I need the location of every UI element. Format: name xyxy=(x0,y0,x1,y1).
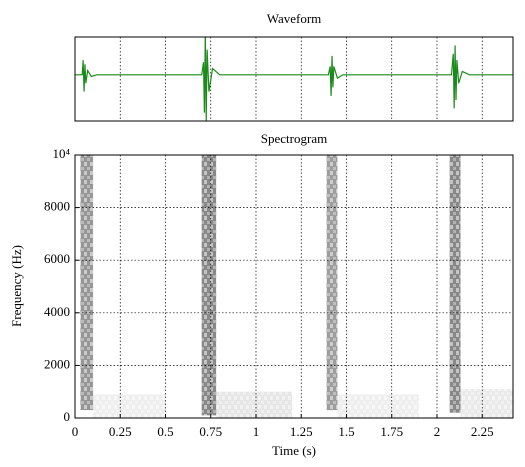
x-tick-label: 0.25 xyxy=(109,424,132,439)
spectrogram-burst xyxy=(93,394,166,418)
y-tick-label: 0 xyxy=(64,409,71,424)
y-tick-label: 2000 xyxy=(44,356,70,371)
y-axis-label: Frequency (Hz) xyxy=(9,245,24,327)
spectrogram-burst xyxy=(337,394,419,418)
x-tick-label: 1 xyxy=(253,424,260,439)
x-axis-label: Time (s) xyxy=(272,443,316,458)
x-tick-label: 2 xyxy=(434,424,441,439)
x-tick-label: 0.5 xyxy=(157,424,173,439)
x-tick-label: 1.25 xyxy=(290,424,313,439)
waveform-title: Waveform xyxy=(267,11,322,26)
waveform-line xyxy=(75,37,513,121)
spectrogram-burst xyxy=(449,155,461,413)
waveform-frame xyxy=(74,36,514,122)
spectrogram-burst xyxy=(326,155,338,411)
y-tick-label: 4000 xyxy=(44,304,70,319)
spectrogram-burst xyxy=(460,389,513,418)
y-tick-label: 6000 xyxy=(44,251,70,266)
y-tick-label: 8000 xyxy=(44,199,70,214)
x-tick-label: 2.25 xyxy=(471,424,494,439)
spectrogram-burst xyxy=(80,155,94,411)
spectrogram-burst xyxy=(201,155,217,416)
x-tick-label: 1.75 xyxy=(380,424,403,439)
x-tick-label: 0.75 xyxy=(199,424,222,439)
spectrogram-burst xyxy=(216,391,293,418)
spectrogram-frame xyxy=(74,154,514,419)
y-tick-label: 10⁴ xyxy=(52,146,70,161)
x-tick-label: 1.5 xyxy=(338,424,354,439)
spectrogram-title: Spectrogram xyxy=(261,131,327,146)
x-tick-label: 0 xyxy=(72,424,79,439)
